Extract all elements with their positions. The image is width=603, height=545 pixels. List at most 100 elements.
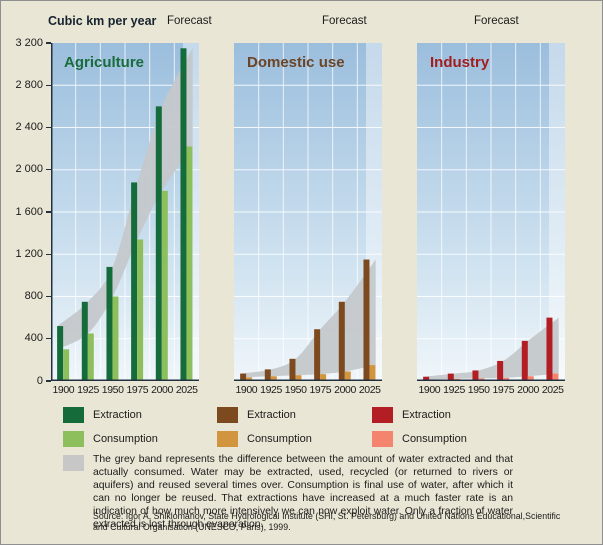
panel-title-industry: Industry (430, 54, 490, 71)
legend-label: Extraction (402, 409, 451, 421)
consumption-bar (87, 333, 94, 381)
extraction-swatch-agriculture (63, 407, 84, 423)
extraction-bar (521, 340, 528, 381)
consumption-bar (63, 349, 70, 381)
extraction-bar (240, 373, 247, 381)
forecast-label-agriculture: Forecast (167, 15, 212, 27)
panel-domestic-use: Domestic use 1900 1925 1950 1975 2000 2025 (234, 43, 382, 396)
forecast-label-industry: Forecast (474, 15, 519, 27)
x-axis-year-label: 1900 (52, 384, 75, 396)
panel-agriculture: Agriculture 1900 1925 1950 1975 2000 2025 (51, 43, 199, 396)
x-axis-year-label: 2000 (334, 384, 356, 396)
extraction-bar (180, 48, 187, 381)
legend-row: Extraction (63, 407, 158, 423)
y-axis-tick-label: 800 (24, 290, 43, 302)
legend-agriculture: Extraction Consumption (63, 407, 158, 455)
x-axis-year-label: 1900 (235, 384, 258, 396)
chart-svg (51, 43, 199, 382)
y-axis-tick-mark (46, 126, 51, 129)
y-axis-tick-mark (46, 253, 51, 255)
consumption-bar (246, 377, 253, 381)
extraction-bar (106, 266, 113, 381)
y-axis-tick-label: 0 (36, 374, 43, 387)
consumption-bar (186, 146, 193, 381)
source-text: Source: Igor A. Shiklomanov, State Hydro… (93, 511, 561, 532)
extraction-bar (472, 370, 479, 381)
legend-industry: Extraction Consumption (372, 407, 467, 455)
legend-row: Extraction (372, 407, 467, 423)
extraction-bar (338, 301, 345, 381)
consumption-bar (527, 376, 534, 381)
y-axis-tick-mark (46, 338, 51, 340)
y-axis-title: Cubic km per year (48, 14, 157, 28)
consumption-bar (344, 371, 351, 381)
x-axis-year-label: 2000 (151, 384, 173, 396)
legend-label: Extraction (247, 409, 296, 421)
y-axis-tick-mark (46, 211, 51, 213)
y-axis-tick-label: 3 200 (15, 36, 43, 49)
extraction-bar (497, 360, 504, 381)
legend-row: Extraction (217, 407, 312, 423)
legend-label: Extraction (93, 409, 142, 421)
x-axis-agriculture: 1900 1925 1950 1975 2000 2025 (51, 384, 199, 396)
consumption-bar (112, 296, 119, 381)
x-axis-year-label: 1925 (77, 384, 99, 396)
extraction-bar (423, 376, 430, 382)
y-axis-tick-label: 400 (24, 332, 43, 345)
extraction-bar (131, 182, 138, 381)
consumption-bar (270, 376, 277, 381)
forecast-label-domestic: Forecast (322, 15, 367, 27)
y-axis-tick-mark (46, 42, 51, 44)
extraction-bar (546, 317, 553, 382)
x-axis-year-label: 1975 (309, 384, 332, 396)
consumption-bar (503, 377, 510, 381)
industry-plot (417, 43, 565, 382)
y-axis-tick-label: 1 200 (15, 247, 43, 260)
consumption-bar (320, 374, 327, 381)
y-axis-tick-mark (46, 380, 51, 382)
x-axis-year-label: 1975 (126, 384, 149, 396)
grey-band-note: The grey band represents the difference … (93, 454, 513, 531)
x-axis-year-label: 2000 (517, 384, 539, 396)
x-axis-domestic: 1900 1925 1950 1975 2000 2025 (234, 384, 382, 396)
extraction-bar (155, 106, 162, 382)
legend-row: Consumption (217, 431, 312, 447)
panel-title-agriculture: Agriculture (64, 54, 145, 71)
consumption-bar (369, 365, 376, 381)
y-axis-tick-label: 2 000 (15, 163, 43, 176)
extraction-bar (447, 373, 454, 381)
extraction-swatch-domestic (217, 407, 238, 423)
x-axis-industry: 1900 1925 1950 1975 2000 2025 (417, 384, 565, 396)
y-axis-tick-label: 2 800 (15, 78, 43, 91)
extraction-bar (314, 329, 321, 381)
x-axis-year-label: 1925 (260, 384, 282, 396)
chart-svg (417, 43, 565, 382)
consumption-bar (552, 373, 559, 381)
y-axis-tick-mark (46, 169, 51, 171)
extraction-bar (57, 326, 64, 382)
grey-band-swatch (63, 455, 84, 471)
y-axis-tick-mark (46, 84, 51, 86)
legend-row: Consumption (372, 431, 467, 447)
x-axis-year-label: 2025 (175, 384, 198, 396)
y-axis-tick-mark (46, 295, 51, 298)
x-axis-year-label: 1950 (284, 384, 307, 396)
domestic-plot (234, 43, 382, 381)
consumption-bar (161, 190, 168, 382)
consumption-bar (137, 239, 144, 381)
legend-domestic: Extraction Consumption (217, 407, 312, 455)
x-axis-year-label: 1975 (492, 384, 515, 396)
extraction-swatch-industry (372, 407, 393, 423)
legend-row: Consumption (63, 431, 158, 447)
extraction-bar (81, 301, 88, 381)
consumption-bar (295, 375, 302, 381)
legend-label: Consumption (93, 433, 158, 445)
x-axis-year-label: 2025 (358, 384, 381, 396)
x-axis-year-label: 2025 (541, 384, 564, 396)
consumption-swatch-domestic (217, 431, 238, 447)
y-axis-tick-label: 1 600 (15, 205, 43, 218)
x-axis-year-label: 1925 (443, 384, 465, 396)
extraction-bar (363, 259, 370, 381)
consumption-swatch-industry (372, 431, 393, 447)
